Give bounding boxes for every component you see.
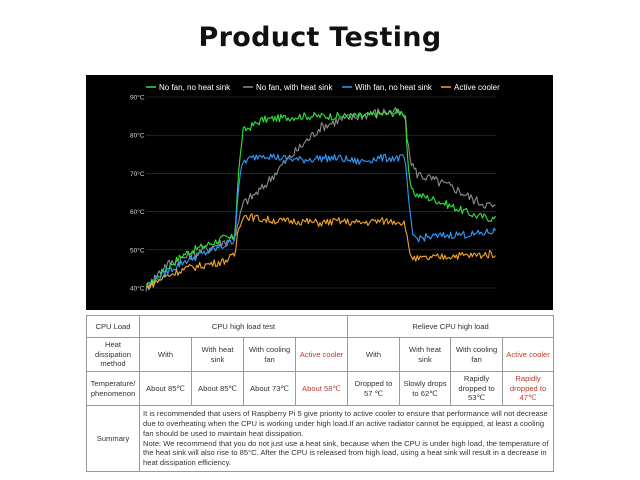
y-tick-label: 70°C xyxy=(130,170,145,178)
summary-note: Note: We recommend that you do not just … xyxy=(143,438,549,468)
temp-cell: About 85℃ xyxy=(191,371,244,406)
method-cell: With cooling fan xyxy=(450,337,504,372)
legend-label: No fan, with heat sink xyxy=(256,83,333,92)
page-title: Product Testing xyxy=(198,22,442,53)
temp-cell: Slowly drops to 62℃ xyxy=(399,371,452,406)
summary-recommendation: It is recommended that users of Raspberr… xyxy=(143,409,548,438)
temp-cell-highlight: Rapidly dropped to 47℃ xyxy=(502,371,555,406)
temperature-chart-svg: No fan, no heat sink No fan, with heat si… xyxy=(130,83,500,293)
legend-label: With fan, no heat sink xyxy=(355,83,433,92)
temp-cell: About 85℃ xyxy=(139,371,192,406)
temperature-chart: No fan, no heat sink No fan, with heat si… xyxy=(86,75,553,310)
series-line-active-cooler xyxy=(145,213,496,291)
method-cell: With xyxy=(139,337,192,372)
temp-cell: Dropped to 57 ℃ xyxy=(347,371,401,406)
chart-y-ticks: 90°C 80°C 70°C 60°C 50°C 40°C xyxy=(130,94,145,293)
row-label-method: Heat dissipation method xyxy=(86,337,140,372)
legend-label: No fan, no heat sink xyxy=(159,83,231,92)
chart-grid xyxy=(146,96,496,289)
temp-cell: About 73℃ xyxy=(243,371,296,406)
series-line-no-fan-no-heat-sink xyxy=(145,108,496,289)
row-label-temperature: Temperature/ phenomenon xyxy=(86,371,140,406)
method-cell: With xyxy=(347,337,401,372)
y-tick-label: 50°C xyxy=(130,246,145,254)
chart-series xyxy=(145,107,496,292)
summary-text: It is recommended that users of Raspberr… xyxy=(138,405,555,472)
header-cpu-load: CPU Load xyxy=(86,315,140,338)
y-tick-label: 40°C xyxy=(130,285,145,293)
header-high-load-test: CPU high load test xyxy=(138,315,349,338)
header-relieve-load: Relieve CPU high load xyxy=(347,315,555,338)
test-results-table: CPU Load CPU high load test Relieve CPU … xyxy=(86,315,555,472)
row-label-summary: Summary xyxy=(86,405,140,472)
series-line-no-fan-with-heat-sink xyxy=(145,107,496,292)
temp-cell: Rapidly dropped to 53℃ xyxy=(450,371,504,406)
y-tick-label: 60°C xyxy=(130,208,145,216)
y-tick-label: 90°C xyxy=(130,94,145,102)
series-line-with-fan-no-heat-sink xyxy=(145,153,496,290)
method-cell: With cooling fan xyxy=(243,337,296,372)
method-cell: With heat sink xyxy=(399,337,452,372)
legend-label: Active cooler xyxy=(454,83,500,92)
y-tick-label: 80°C xyxy=(130,132,145,140)
method-cell-highlight: Active cooler xyxy=(502,337,555,372)
method-cell-highlight: Active cooler xyxy=(294,337,349,372)
method-cell: With heat sink xyxy=(191,337,244,372)
chart-legend: No fan, no heat sink No fan, with heat si… xyxy=(146,83,500,92)
temp-cell-highlight: About 58℃ xyxy=(294,371,349,406)
